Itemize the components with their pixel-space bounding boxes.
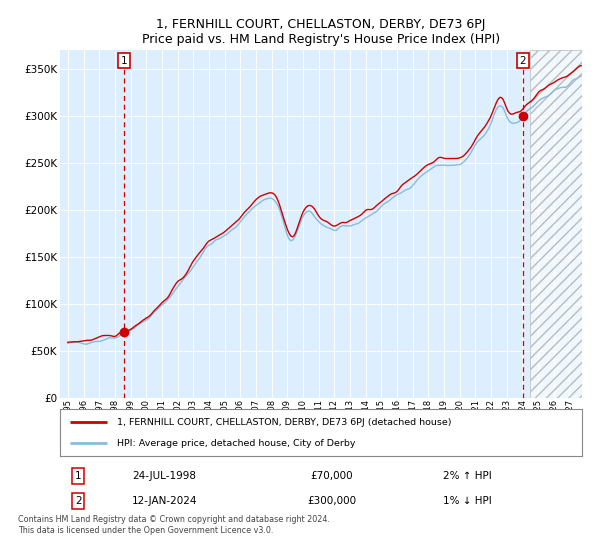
Text: 1: 1 bbox=[75, 471, 82, 481]
Text: 2: 2 bbox=[520, 55, 526, 66]
Text: 2: 2 bbox=[75, 496, 82, 506]
Text: 1% ↓ HPI: 1% ↓ HPI bbox=[443, 496, 491, 506]
Text: 1: 1 bbox=[121, 55, 127, 66]
Text: HPI: Average price, detached house, City of Derby: HPI: Average price, detached house, City… bbox=[118, 438, 356, 447]
Text: 2% ↑ HPI: 2% ↑ HPI bbox=[443, 471, 491, 481]
Title: 1, FERNHILL COURT, CHELLASTON, DERBY, DE73 6PJ
Price paid vs. HM Land Registry's: 1, FERNHILL COURT, CHELLASTON, DERBY, DE… bbox=[142, 18, 500, 46]
Text: 1, FERNHILL COURT, CHELLASTON, DERBY, DE73 6PJ (detached house): 1, FERNHILL COURT, CHELLASTON, DERBY, DE… bbox=[118, 418, 452, 427]
Text: 24-JUL-1998: 24-JUL-1998 bbox=[133, 471, 196, 481]
Text: £300,000: £300,000 bbox=[307, 496, 356, 506]
Text: £70,000: £70,000 bbox=[310, 471, 353, 481]
Text: Contains HM Land Registry data © Crown copyright and database right 2024.
This d: Contains HM Land Registry data © Crown c… bbox=[18, 515, 330, 535]
Text: 12-JAN-2024: 12-JAN-2024 bbox=[131, 496, 197, 506]
